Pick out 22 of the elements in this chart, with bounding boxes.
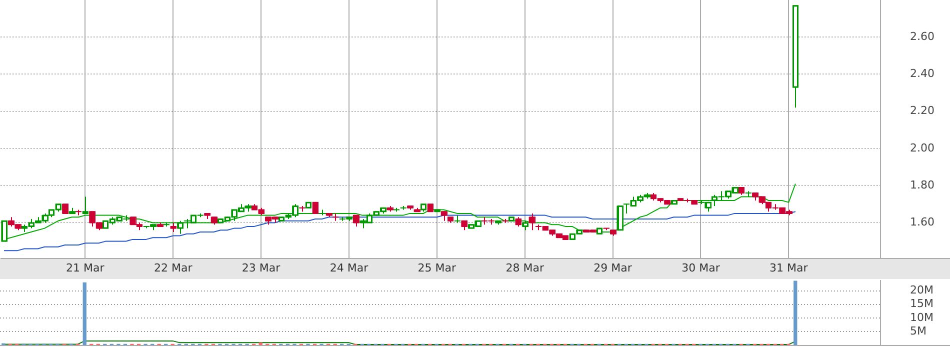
x-tick-label: 28 Mar (506, 261, 544, 274)
y-tick-label: 15M (910, 297, 934, 310)
y-tick-label: 1.60 (910, 216, 934, 229)
x-tick-label: 21 Mar (66, 261, 105, 274)
x-tick-label: 25 Mar (418, 261, 457, 274)
y-tick-label: 2.00 (910, 141, 934, 154)
candlestick (792, 5, 798, 108)
bar (82, 282, 86, 346)
bar (794, 280, 798, 346)
y-tick-label: 2.40 (910, 67, 934, 80)
x-tick-label: 24 Mar (330, 261, 369, 274)
y-tick-label: 1.80 (910, 178, 934, 192)
y-tick-label: 20M (910, 284, 934, 297)
y-tick-label: 10M (910, 310, 934, 324)
y-tick-label: 2.60 (910, 30, 934, 43)
x-tick-label: 29 Mar (594, 261, 632, 274)
x-tick-label: 30 Mar (682, 261, 720, 274)
x-tick-label: 23 Mar (242, 261, 281, 274)
x-tick-label: 22 Mar (154, 261, 193, 274)
y-tick-label: 5M (910, 324, 926, 338)
x-tick-label: 31 Mar (770, 261, 808, 274)
y-tick-label: 2.20 (910, 104, 934, 118)
